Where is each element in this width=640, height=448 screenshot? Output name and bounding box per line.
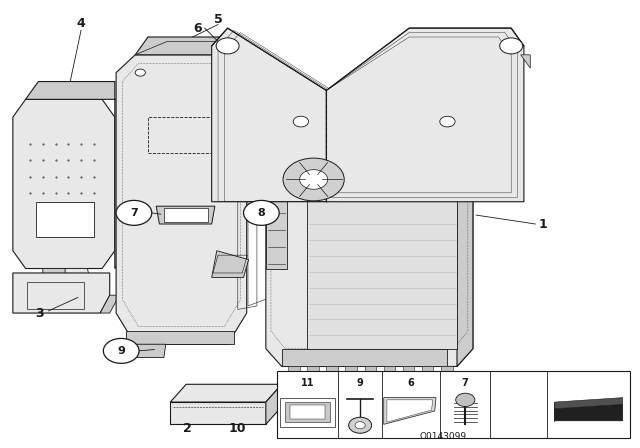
Circle shape (349, 417, 372, 433)
Polygon shape (307, 366, 319, 380)
Text: 8: 8 (257, 208, 265, 218)
Polygon shape (156, 206, 215, 224)
Circle shape (283, 158, 344, 201)
Text: 10: 10 (228, 422, 246, 435)
Polygon shape (282, 349, 447, 366)
Polygon shape (554, 404, 623, 421)
Polygon shape (307, 197, 457, 349)
Polygon shape (326, 366, 338, 380)
Polygon shape (125, 331, 234, 344)
Polygon shape (26, 82, 115, 99)
Circle shape (244, 200, 279, 225)
Polygon shape (13, 273, 109, 313)
Polygon shape (554, 398, 623, 409)
Circle shape (440, 116, 455, 127)
Polygon shape (457, 117, 473, 366)
Circle shape (293, 116, 308, 127)
Polygon shape (266, 117, 473, 366)
Polygon shape (170, 402, 266, 424)
Polygon shape (441, 366, 452, 380)
Polygon shape (403, 366, 414, 380)
Polygon shape (282, 99, 473, 117)
Polygon shape (346, 366, 357, 380)
Polygon shape (422, 366, 433, 380)
Polygon shape (43, 268, 68, 282)
Polygon shape (387, 400, 433, 422)
Polygon shape (285, 402, 330, 422)
Polygon shape (326, 28, 524, 202)
Polygon shape (266, 384, 282, 424)
Circle shape (456, 393, 475, 406)
Text: 6: 6 (193, 22, 202, 34)
FancyBboxPatch shape (276, 371, 630, 438)
Polygon shape (212, 28, 326, 202)
Polygon shape (365, 366, 376, 380)
Polygon shape (100, 295, 119, 313)
Text: 9: 9 (356, 378, 363, 388)
Text: 7: 7 (461, 378, 468, 388)
Circle shape (355, 422, 365, 429)
Text: O0143099: O0143099 (419, 432, 467, 441)
Circle shape (103, 338, 139, 363)
Polygon shape (135, 37, 253, 55)
Text: 1: 1 (539, 217, 547, 231)
Text: 4: 4 (77, 17, 85, 30)
Polygon shape (65, 268, 91, 282)
Circle shape (500, 38, 523, 54)
Polygon shape (13, 99, 115, 268)
Polygon shape (266, 171, 287, 268)
Circle shape (300, 170, 328, 189)
Polygon shape (115, 99, 127, 268)
Polygon shape (170, 384, 282, 402)
Polygon shape (384, 366, 395, 380)
Text: 11: 11 (301, 378, 314, 388)
Circle shape (116, 200, 152, 225)
Polygon shape (409, 144, 454, 171)
Text: 5: 5 (214, 13, 223, 26)
Circle shape (216, 38, 239, 54)
Polygon shape (164, 208, 209, 222)
Text: 3: 3 (35, 306, 44, 319)
Polygon shape (384, 398, 436, 424)
Text: 9: 9 (117, 346, 125, 356)
Text: 2: 2 (183, 422, 192, 435)
Polygon shape (116, 55, 246, 344)
Text: 7: 7 (130, 208, 138, 218)
Text: 6: 6 (408, 378, 415, 388)
Polygon shape (133, 344, 166, 358)
Polygon shape (521, 55, 531, 68)
Polygon shape (290, 405, 325, 419)
Circle shape (135, 69, 145, 76)
Polygon shape (36, 202, 94, 237)
Polygon shape (288, 366, 300, 380)
Polygon shape (212, 251, 248, 277)
